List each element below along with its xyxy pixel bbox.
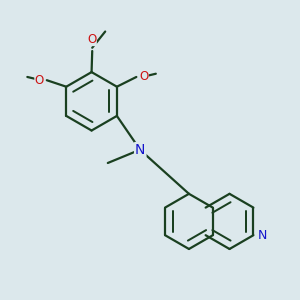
Text: N: N — [135, 143, 146, 157]
Text: N: N — [257, 229, 267, 242]
Text: O: O — [34, 74, 44, 87]
Text: O: O — [140, 70, 149, 83]
Text: O: O — [88, 33, 97, 46]
